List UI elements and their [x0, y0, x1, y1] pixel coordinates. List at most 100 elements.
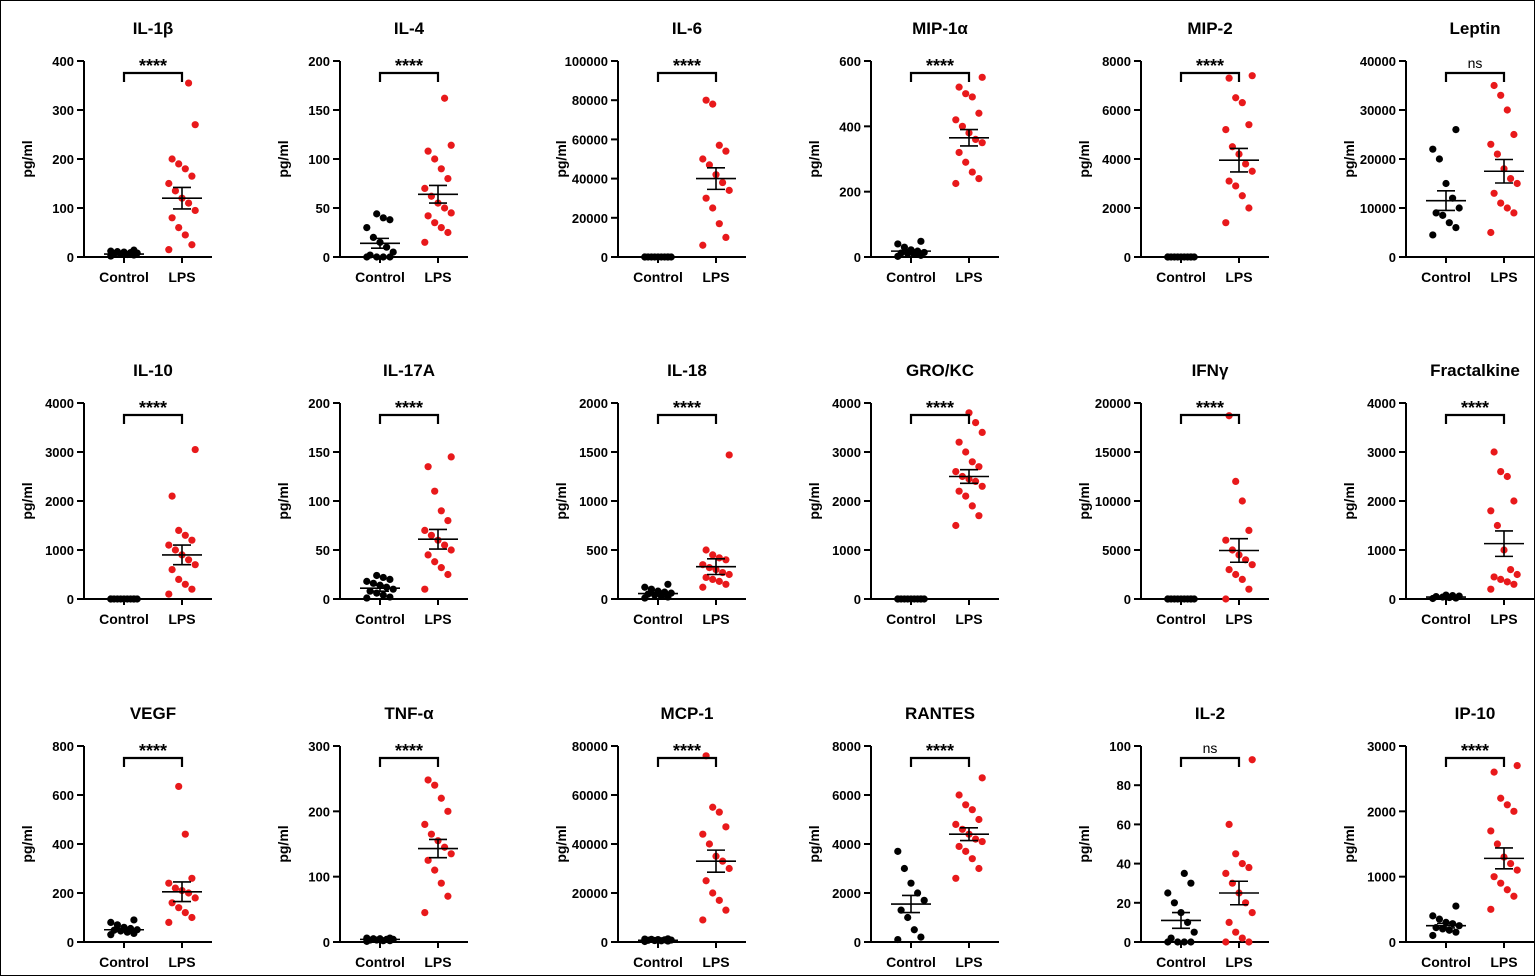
- data-point: [185, 556, 193, 564]
- data-point: [1222, 219, 1230, 227]
- data-point: [1513, 762, 1521, 770]
- y-axis-label: pg/ml: [1076, 482, 1092, 519]
- data-point: [188, 874, 196, 882]
- data-point: [437, 165, 445, 173]
- data-point: [171, 546, 179, 554]
- y-tick-label: 3000: [1367, 445, 1396, 460]
- x-category-label: LPS: [955, 954, 982, 970]
- data-point: [1455, 592, 1463, 600]
- data-point: [191, 206, 199, 215]
- y-tick-label: 200: [52, 886, 74, 901]
- data-point: [910, 926, 918, 934]
- y-axis-label: pg/ml: [553, 482, 569, 519]
- y-axis-label: pg/ml: [1341, 482, 1357, 519]
- significance-label: ****: [926, 741, 954, 761]
- data-point: [363, 224, 371, 232]
- panel-il-1beta: IL-1β pg/ml 0 100 200 300 400 Control LPS ****: [19, 19, 212, 285]
- data-point: [978, 428, 986, 436]
- panel-title: TNF-α: [384, 704, 434, 723]
- y-tick-label: 4000: [45, 396, 74, 411]
- data-point: [181, 531, 189, 539]
- data-point: [978, 73, 986, 81]
- data-point: [424, 147, 432, 155]
- data-point: [107, 918, 115, 927]
- data-point: [175, 575, 183, 584]
- significance-bracket: [1444, 71, 1506, 82]
- y-tick-label: 6000: [1102, 103, 1131, 118]
- data-point: [1232, 477, 1240, 485]
- data-point: [441, 843, 449, 851]
- significance-bracket: [656, 756, 718, 767]
- y-tick-label: 0: [67, 250, 74, 265]
- y-axis-label: pg/ml: [19, 140, 35, 177]
- data-point: [379, 591, 387, 599]
- panel-tnf-alpha: TNF-α pg/ml 0 100 200 300 Control LPS ****: [275, 704, 468, 970]
- data-point: [709, 575, 717, 584]
- y-tick-label: 0: [601, 935, 608, 950]
- y-tick-label: 0: [67, 592, 74, 607]
- data-point: [1180, 869, 1188, 878]
- data-point: [972, 135, 980, 143]
- significance-bracket: [378, 756, 440, 767]
- data-point: [702, 194, 710, 202]
- data-point: [379, 253, 387, 261]
- data-point: [1452, 224, 1460, 232]
- y-tick-label: 60000: [572, 132, 608, 147]
- x-category-label: LPS: [1225, 269, 1252, 285]
- data-point: [1245, 585, 1253, 593]
- y-tick-label: 1000: [1367, 870, 1396, 885]
- data-point: [441, 94, 449, 102]
- y-tick-label: 20000: [572, 211, 608, 226]
- y-tick-label: 100: [308, 494, 330, 509]
- data-point: [424, 212, 432, 220]
- data-point: [175, 904, 183, 912]
- data-point: [1497, 91, 1505, 99]
- data-point: [1232, 182, 1240, 190]
- y-tick-label: 20000: [1360, 152, 1396, 167]
- x-category-label: LPS: [424, 269, 451, 285]
- data-point: [1507, 860, 1515, 868]
- data-point: [421, 909, 429, 917]
- significance-label: ****: [1196, 398, 1224, 418]
- data-point: [424, 776, 432, 784]
- data-point: [171, 884, 179, 892]
- significance-bracket: [909, 756, 971, 767]
- y-tick-label: 600: [839, 54, 861, 69]
- y-tick-label: 40000: [572, 172, 608, 187]
- data-point: [1248, 561, 1256, 569]
- data-point: [920, 896, 928, 904]
- data-point: [1497, 794, 1505, 802]
- data-point: [952, 874, 960, 882]
- data-point: [1510, 892, 1518, 900]
- data-point: [1497, 199, 1505, 207]
- x-category-label: LPS: [702, 611, 729, 627]
- data-point: [1510, 209, 1518, 217]
- y-axis-label: pg/ml: [1076, 825, 1092, 862]
- panel-title: GRO/KC: [906, 361, 974, 380]
- data-point: [1497, 879, 1505, 887]
- data-point: [1232, 570, 1240, 579]
- data-point: [968, 93, 976, 101]
- x-category-label: Control: [633, 954, 683, 970]
- data-point: [1232, 94, 1240, 102]
- data-point: [175, 782, 183, 791]
- y-tick-label: 150: [308, 445, 330, 460]
- data-point: [705, 161, 714, 169]
- data-point: [1442, 918, 1450, 927]
- x-category-label: LPS: [1225, 954, 1252, 970]
- y-tick-label: 400: [839, 119, 861, 134]
- x-category-label: LPS: [424, 611, 451, 627]
- data-point: [1245, 526, 1253, 535]
- data-point: [952, 179, 960, 188]
- y-tick-label: 0: [1124, 592, 1131, 607]
- data-point: [1164, 889, 1172, 897]
- data-point: [1429, 145, 1437, 153]
- data-point: [702, 96, 710, 104]
- data-point: [975, 512, 983, 520]
- significance-label: ****: [926, 398, 954, 418]
- y-axis-label: pg/ml: [806, 825, 822, 862]
- data-point: [1222, 595, 1230, 603]
- data-point: [962, 492, 970, 500]
